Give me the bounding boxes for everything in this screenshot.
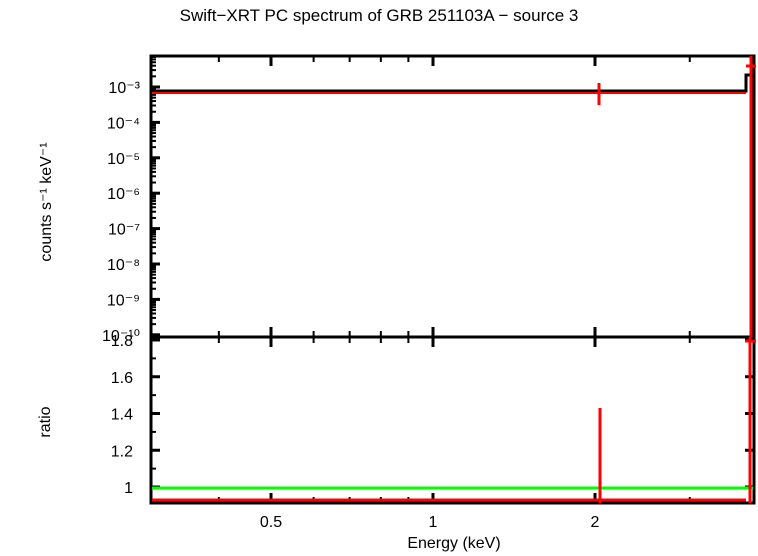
- bottom-y-tick-labels: 1.8 1.6 1.4 1.2 1: [111, 333, 133, 497]
- bottom-y-tick-label: 1: [124, 480, 133, 497]
- bottom-panel-frame: [149, 335, 756, 505]
- model-step-line: [152, 73, 753, 93]
- top-y-tick-label: 10⁻⁹: [107, 292, 140, 309]
- top-y-tick-label: 10⁻⁵: [107, 151, 140, 168]
- x-tick-label: 2: [591, 514, 600, 531]
- x-axis-label: Energy (keV): [407, 535, 501, 552]
- x-tick-labels: 0.5 1 2: [260, 514, 600, 531]
- x-tick-label: 1: [429, 514, 438, 531]
- bottom-y-tick-label: 1.2: [111, 443, 133, 460]
- top-y-tick-label: 10⁻⁷: [108, 222, 140, 239]
- top-y-tick-label: 10⁻⁴: [107, 115, 140, 132]
- bottom-y-tick-label: 1.6: [111, 370, 133, 387]
- top-y-tick-label: 10⁻⁶: [107, 186, 140, 203]
- x-ticks: [217, 56, 691, 503]
- top-y-tick-label: 10⁻⁸: [107, 257, 140, 274]
- chart-title: Swift−XRT PC spectrum of GRB 251103A − s…: [179, 6, 579, 25]
- top-y-tick-labels: 10⁻³ 10⁻⁴ 10⁻⁵ 10⁻⁶ 10⁻⁷ 10⁻⁸ 10⁻⁹ 10⁻¹⁰: [102, 80, 141, 345]
- x-tick-label: 0.5: [260, 514, 282, 531]
- bottom-y-ticks: [151, 338, 754, 489]
- top-y-ticks: [151, 56, 160, 337]
- top-y-tick-label: 10⁻³: [108, 80, 140, 97]
- bottom-y-tick-label: 1.4: [111, 407, 133, 424]
- bottom-y-tick-label: 1.8: [111, 333, 133, 350]
- top-panel-frame: [149, 54, 756, 339]
- top-y-tick-label: 10⁻¹⁰: [102, 328, 140, 345]
